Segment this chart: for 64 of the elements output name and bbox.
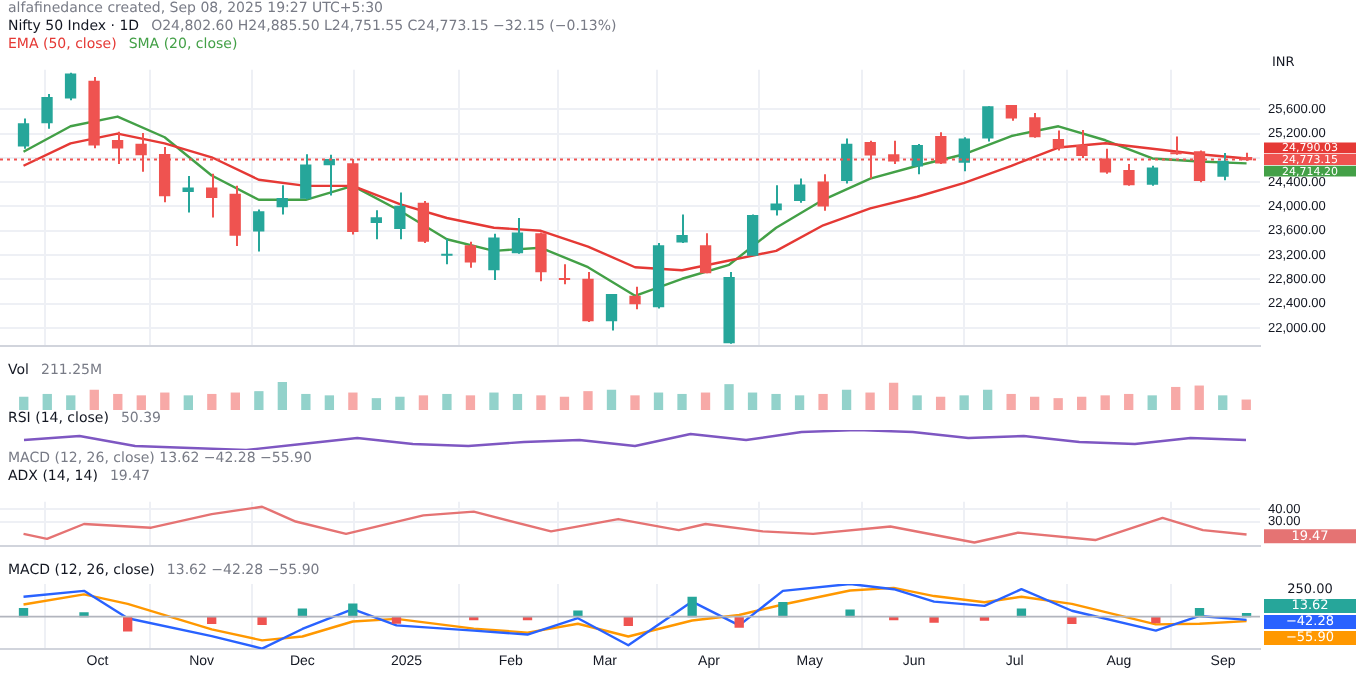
bar [348,392,358,410]
bar [959,395,969,410]
bar [442,393,452,410]
bar [160,392,170,410]
bar [653,392,664,410]
bar [1218,395,1228,410]
bar [841,389,852,410]
bar [630,395,640,410]
bar [1147,395,1157,410]
bar [183,395,193,410]
bar [1006,393,1016,410]
bar [123,615,133,632]
bar [888,382,899,410]
bar [794,395,805,410]
bar [1194,385,1204,410]
bar [771,393,781,410]
bar [66,395,76,410]
bar [1100,395,1110,410]
bar [42,393,52,410]
bar [465,395,476,410]
bar [606,389,617,410]
bar [1030,396,1040,410]
bar [700,392,711,410]
bar [1151,615,1161,624]
bar [935,396,946,410]
bar [230,392,240,410]
bar [583,391,593,410]
bar [912,395,922,410]
bar [734,615,744,628]
candlestick [1170,135,1182,156]
bar [818,393,828,410]
bar [1241,399,1251,410]
bar [1077,396,1087,410]
bar [395,396,405,410]
bar [865,392,875,410]
bar [371,398,382,410]
bar [778,601,788,618]
bar [1124,393,1134,410]
bar [19,396,29,410]
bar [982,389,993,410]
bar [1053,398,1063,410]
bar [207,393,217,410]
bar [536,395,546,410]
bar [724,384,734,410]
bar [1171,386,1181,410]
bar [512,393,523,410]
bar [324,395,335,410]
bar [257,615,267,626]
bar [929,615,939,623]
bar [1067,615,1077,625]
bar [573,610,583,618]
bar [301,393,311,410]
candlestick [441,237,453,266]
bar [136,395,146,410]
bar [89,389,99,410]
bar [277,382,288,410]
bar [747,392,758,410]
bar [418,395,429,410]
bar [559,396,570,410]
bar [489,392,499,410]
bar [677,393,687,410]
bar [845,609,855,618]
bar [254,391,264,410]
bar [113,393,123,410]
